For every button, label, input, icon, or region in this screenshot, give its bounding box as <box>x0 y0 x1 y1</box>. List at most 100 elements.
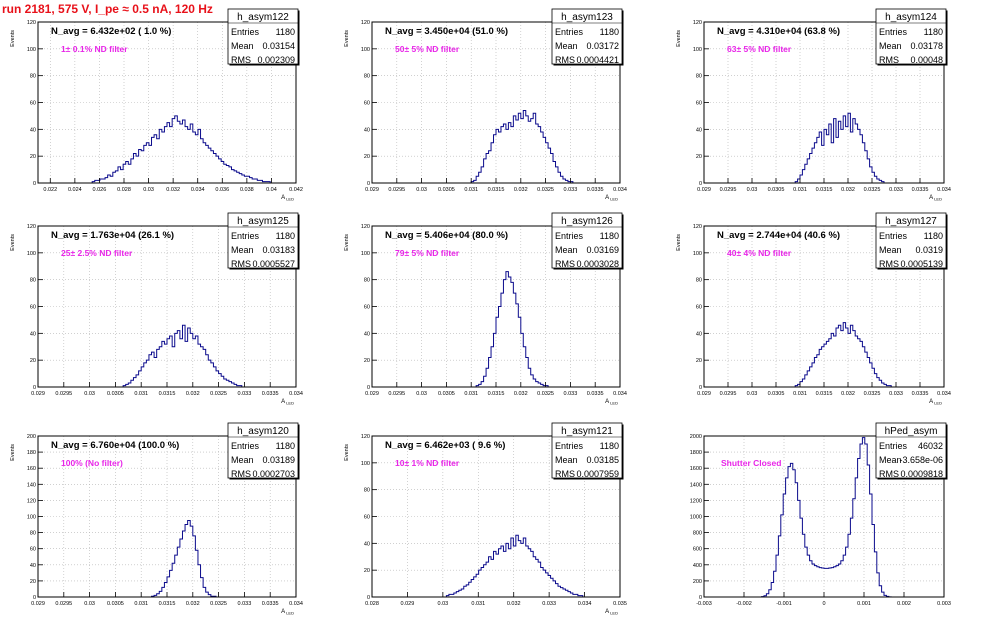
x-tick-label: 0.0335 <box>587 187 604 193</box>
x-tick-label: 0.0305 <box>438 187 455 193</box>
x-tick-label: 0.002 <box>897 601 911 607</box>
y-tick-label: 80 <box>30 74 36 80</box>
stats-label: Entries <box>879 231 908 241</box>
y-tick-label: 100 <box>361 47 370 53</box>
y-tick-label: 80 <box>30 278 36 284</box>
y-tick-label: 20 <box>364 568 370 574</box>
x-tick-label: 0.029 <box>365 391 379 397</box>
stats-value: 0.0009818 <box>900 469 943 479</box>
x-tick-label: 0.0305 <box>438 391 455 397</box>
histogram-outline <box>372 534 620 598</box>
stats-label: Mean <box>231 245 254 255</box>
x-tick-label: -0.003 <box>696 601 712 607</box>
x-tick-label: 0.0295 <box>720 391 737 397</box>
x-tick-label: 0.0325 <box>864 391 881 397</box>
y-tick-label: 120 <box>361 224 370 230</box>
y-tick-label: 1400 <box>690 482 702 488</box>
y-tick-label: 40 <box>30 331 36 337</box>
filter-annotation: 100% (No filter) <box>61 458 123 468</box>
y-tick-label: 60 <box>696 305 702 311</box>
histogram-outline <box>704 322 944 388</box>
x-tick-label: 0.029 <box>31 601 45 607</box>
x-tick-label: 0.03 <box>747 391 758 397</box>
y-tick-label: 600 <box>693 547 702 553</box>
x-tick-label: 0.0335 <box>912 391 929 397</box>
stats-label: Entries <box>555 231 584 241</box>
filter-annotation: Shutter Closed <box>721 458 781 468</box>
histogram-name: h_asym123 <box>561 12 613 23</box>
stats-box <box>227 8 299 65</box>
x-axis-title: A LED <box>605 609 618 616</box>
stats-value: 0.0005139 <box>900 259 943 269</box>
y-tick-label: 0 <box>699 181 702 187</box>
stats-value: 1180 <box>924 27 943 37</box>
y-axis-title: Events <box>344 30 350 47</box>
stats-label: RMS <box>231 469 251 479</box>
y-tick-label: 200 <box>693 579 702 585</box>
stats-label: Entries <box>879 27 908 37</box>
histogram-pad-h_asym126: 0.029 0.0295 0.03 0.0305 0.031 0.0315 0.032 0.0… <box>344 212 627 406</box>
stats-label: RMS <box>879 259 899 269</box>
stats-label: Mean <box>555 245 578 255</box>
x-tick-label: 0.0335 <box>912 187 929 193</box>
x-tick-label: 0.031 <box>464 187 478 193</box>
stats-box <box>875 8 947 65</box>
y-tick-label: 40 <box>696 127 702 133</box>
stats-value: 0.03189 <box>262 455 295 465</box>
stats-value: 0.0007959 <box>576 469 619 479</box>
stats-value: 1180 <box>600 441 619 451</box>
stats-label: RMS <box>879 469 899 479</box>
x-tick-label: 0.0305 <box>768 187 785 193</box>
stats-value: -3.658e-06 <box>899 455 943 465</box>
y-tick-label: 60 <box>30 101 36 107</box>
x-tick-label: 0.032 <box>186 391 200 397</box>
histogram-name: h_asym125 <box>237 216 289 227</box>
navg-headline: N_avg = 1.763e+04 (26.1 %) <box>51 230 174 241</box>
histogram-pad-h_asym125: 0.029 0.0295 0.03 0.0305 0.031 0.0315 0.032 0.0… <box>10 212 303 406</box>
y-tick-label: 100 <box>693 47 702 53</box>
x-tick-label: 0.031 <box>793 187 807 193</box>
x-tick-label: 0.03 <box>437 601 448 607</box>
x-tick-label: 0.028 <box>117 187 131 193</box>
x-tick-label: 0.03 <box>84 391 95 397</box>
y-axis-title: Events <box>344 234 350 251</box>
histogram-name: h_asym121 <box>561 426 613 437</box>
y-tick-label: 1600 <box>690 466 702 472</box>
y-tick-label: 60 <box>696 101 702 107</box>
x-tick-label: -0.001 <box>776 601 792 607</box>
y-tick-label: 20 <box>364 358 370 364</box>
x-tick-label: 0.0295 <box>388 391 405 397</box>
x-tick-label: 0.0295 <box>388 187 405 193</box>
stats-label: Entries <box>555 441 584 451</box>
x-axis-title: A LED <box>281 195 294 202</box>
x-tick-label: 0.031 <box>134 391 148 397</box>
y-tick-label: 80 <box>364 278 370 284</box>
y-tick-label: 0 <box>699 595 702 601</box>
stats-box <box>227 212 299 269</box>
stats-value: 0.0002703 <box>252 469 295 479</box>
stats-label: Entries <box>879 441 908 451</box>
x-tick-label: 0.031 <box>793 391 807 397</box>
y-tick-label: 40 <box>696 331 702 337</box>
x-tick-label: 0.0315 <box>159 391 176 397</box>
histogram-pad-h_asym124: 0.029 0.0295 0.03 0.0305 0.031 0.0315 0.032 0.0… <box>676 8 951 202</box>
y-tick-label: 0 <box>33 595 36 601</box>
x-tick-label: 0.0315 <box>488 187 505 193</box>
y-tick-label: 20 <box>30 579 36 585</box>
histogram-name: h_asym124 <box>885 12 937 23</box>
histogram-name: h_asym122 <box>237 12 289 23</box>
x-tick-label: 0.0305 <box>107 601 124 607</box>
x-tick-label: -0.002 <box>736 601 752 607</box>
stats-label: RMS <box>555 469 575 479</box>
histogram-pad-h_asym122: 0.022 0.024 0.026 0.028 0.03 0.032 0.034 0.036 0… <box>10 8 303 202</box>
x-tick-label: 0.024 <box>68 187 82 193</box>
navg-headline: N_avg = 5.406e+04 (80.0 %) <box>385 230 508 241</box>
x-tick-label: 0.032 <box>507 601 521 607</box>
stats-label: Entries <box>231 27 260 37</box>
y-tick-label: 100 <box>361 461 370 467</box>
stats-value: 0.002309 <box>257 55 295 65</box>
y-tick-label: 100 <box>693 251 702 257</box>
x-tick-label: 0.034 <box>191 187 205 193</box>
y-axis-title: Events <box>676 30 682 47</box>
histogram-pad-h_asym127: 0.029 0.0295 0.03 0.0305 0.031 0.0315 0.032 0.0… <box>676 212 951 406</box>
